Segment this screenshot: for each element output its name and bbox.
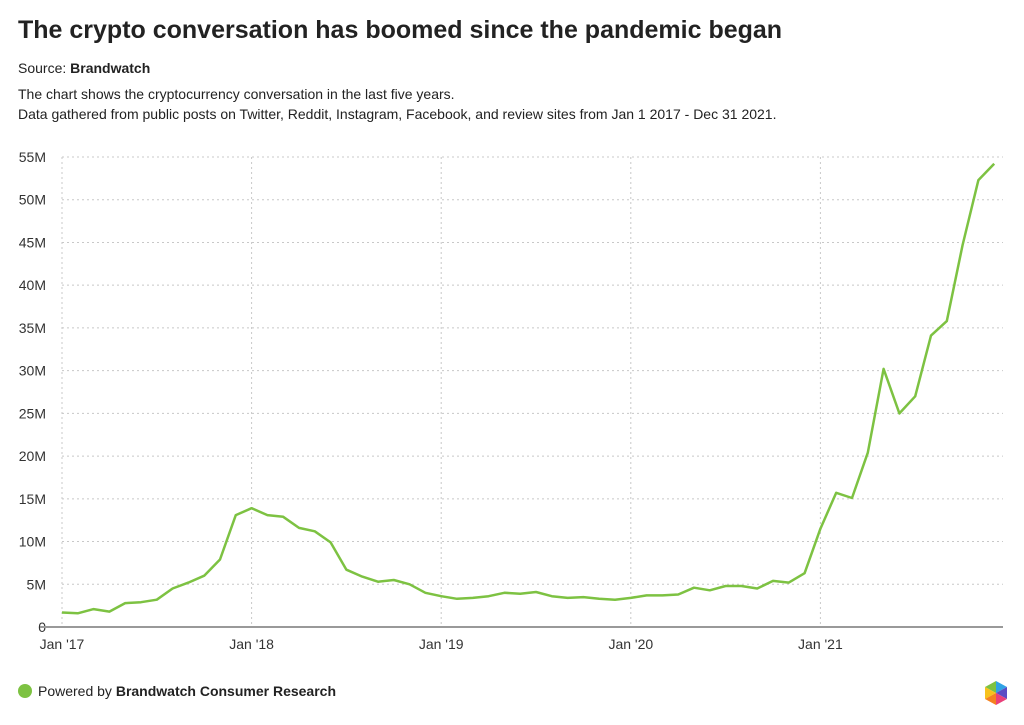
- description-line-1: The chart shows the cryptocurrency conve…: [18, 86, 455, 102]
- y-tick-label: 50M: [19, 192, 46, 208]
- y-axis: 05M10M15M20M25M30M35M40M45M50M55M: [19, 149, 46, 635]
- source-name: Brandwatch: [70, 60, 151, 76]
- y-tick-label: 40M: [19, 277, 46, 293]
- x-tick-label: Jan '20: [608, 636, 653, 652]
- y-tick-label: 5M: [27, 576, 46, 592]
- y-tick-label: 10M: [19, 534, 46, 550]
- y-tick-label: 30M: [19, 363, 46, 379]
- x-tick-label: Jan '19: [419, 636, 464, 652]
- source: Source: Brandwatch: [18, 60, 150, 76]
- y-tick-label: 25M: [19, 405, 46, 421]
- x-axis: Jan '17 Jan '18 Jan '19 Jan '20 Jan '21: [40, 626, 1003, 652]
- description-line-2: Data gathered from public posts on Twitt…: [18, 106, 777, 122]
- y-tick-label: 20M: [19, 448, 46, 464]
- y-tick-label: 55M: [19, 149, 46, 165]
- x-tick-label: Jan '18: [229, 636, 274, 652]
- line-chart: 05M10M15M20M25M30M35M40M45M50M55M Jan '1…: [19, 149, 1003, 652]
- brand-dot-icon: [18, 684, 32, 698]
- y-tick-label: 35M: [19, 320, 46, 336]
- x-tick-label: Jan '17: [40, 636, 85, 652]
- y-tick-label: 15M: [19, 491, 46, 507]
- footer: Powered by Brandwatch Consumer Research: [18, 683, 336, 699]
- footer-prefix: Powered by: [38, 683, 112, 699]
- series-line: [61, 162, 996, 615]
- footer-brand: Brandwatch Consumer Research: [115, 683, 337, 699]
- source-label: Source:: [18, 60, 67, 76]
- y-tick-label: 45M: [19, 234, 46, 250]
- grid: [61, 156, 1003, 627]
- description: The chart shows the cryptocurrency conve…: [18, 84, 776, 124]
- x-tick-label: Jan '21: [798, 636, 843, 652]
- chart-title: The crypto conversation has boomed since…: [18, 16, 783, 44]
- brandwatch-logo-icon: [985, 681, 1007, 705]
